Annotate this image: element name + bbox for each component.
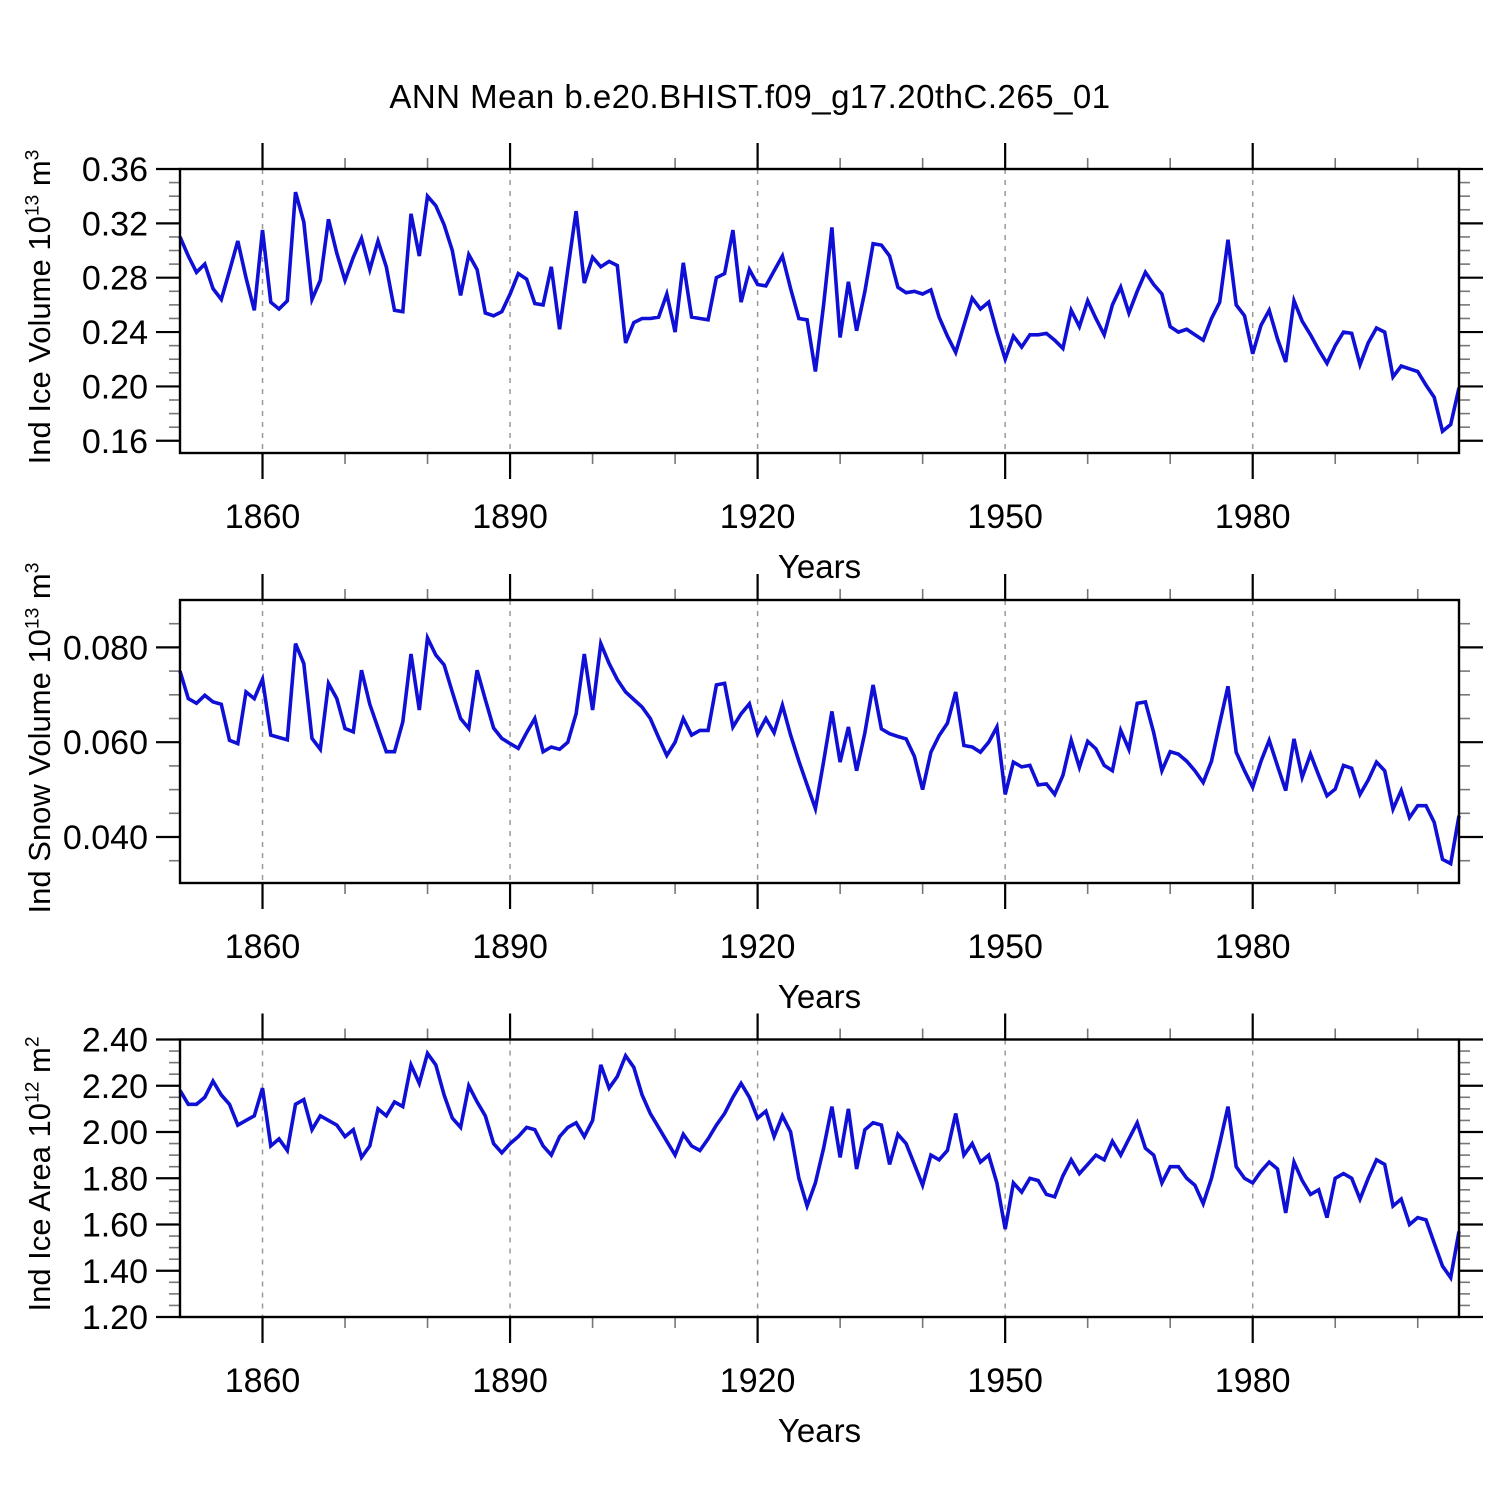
- y-tick-label: 1.60: [82, 1207, 148, 1245]
- x-tick-label: 1860: [225, 498, 301, 536]
- y-tick-label: 0.16: [82, 423, 148, 461]
- y-tick-label: 0.20: [82, 368, 148, 406]
- y-tick-label: 0.36: [82, 151, 148, 189]
- y-tick-label: 0.040: [63, 819, 148, 857]
- series-line-panel1: [178, 191, 1461, 435]
- x-tick-label: 1860: [225, 928, 301, 966]
- y-tick-label: 0.080: [63, 629, 148, 667]
- figure-title: ANN Mean b.e20.BHIST.f09_g17.20thC.265_0…: [389, 78, 1111, 115]
- y-axis-title-ice-volume: Ind Ice Volume 1013 m3: [22, 149, 57, 465]
- x-tick-label: 1980: [1215, 928, 1291, 966]
- panel-frame-2: [178, 598, 1461, 885]
- x-axis-title-years-panel3: Years: [777, 1412, 862, 1449]
- y-tick-label: 2.00: [82, 1114, 148, 1152]
- series-line-panel3: [178, 1049, 1461, 1283]
- x-tick-label: 1890: [472, 498, 548, 536]
- x-axis-title-years-panel1: Years: [777, 548, 862, 585]
- y-axis-title-snow-volume: Ind Snow Volume 1013 m3: [22, 562, 57, 913]
- y-tick-label: 1.20: [82, 1299, 148, 1337]
- y-tick-label: 2.20: [82, 1068, 148, 1106]
- x-tick-label: 1950: [967, 928, 1043, 966]
- y-tick-label: 1.80: [82, 1160, 148, 1198]
- panel-frame-3: [178, 1038, 1461, 1319]
- panel-frame-1: [178, 167, 1461, 455]
- y-tick-label: 0.28: [82, 260, 148, 298]
- x-tick-label: 1950: [967, 498, 1043, 536]
- y-tick-label: 0.24: [82, 314, 148, 352]
- y-tick-label: 2.40: [82, 1022, 148, 1060]
- y-axis-title-ice-area: Ind Ice Area 1012 m2: [22, 1036, 57, 1312]
- y-tick-label: 1.40: [82, 1253, 148, 1291]
- x-tick-label: 1950: [967, 1362, 1043, 1400]
- x-tick-label: 1980: [1215, 498, 1291, 536]
- x-tick-label: 1860: [225, 1362, 301, 1400]
- series-line-panel2: [178, 631, 1461, 867]
- y-tick-label: 0.32: [82, 205, 148, 243]
- x-tick-label: 1920: [720, 498, 796, 536]
- x-tick-label: 1920: [720, 928, 796, 966]
- y-tick-label: 0.060: [63, 724, 148, 762]
- x-tick-label: 1890: [472, 1362, 548, 1400]
- x-tick-label: 1980: [1215, 1362, 1291, 1400]
- x-tick-label: 1920: [720, 1362, 796, 1400]
- x-tick-label: 1890: [472, 928, 548, 966]
- x-axis-title-years-panel2: Years: [777, 978, 862, 1015]
